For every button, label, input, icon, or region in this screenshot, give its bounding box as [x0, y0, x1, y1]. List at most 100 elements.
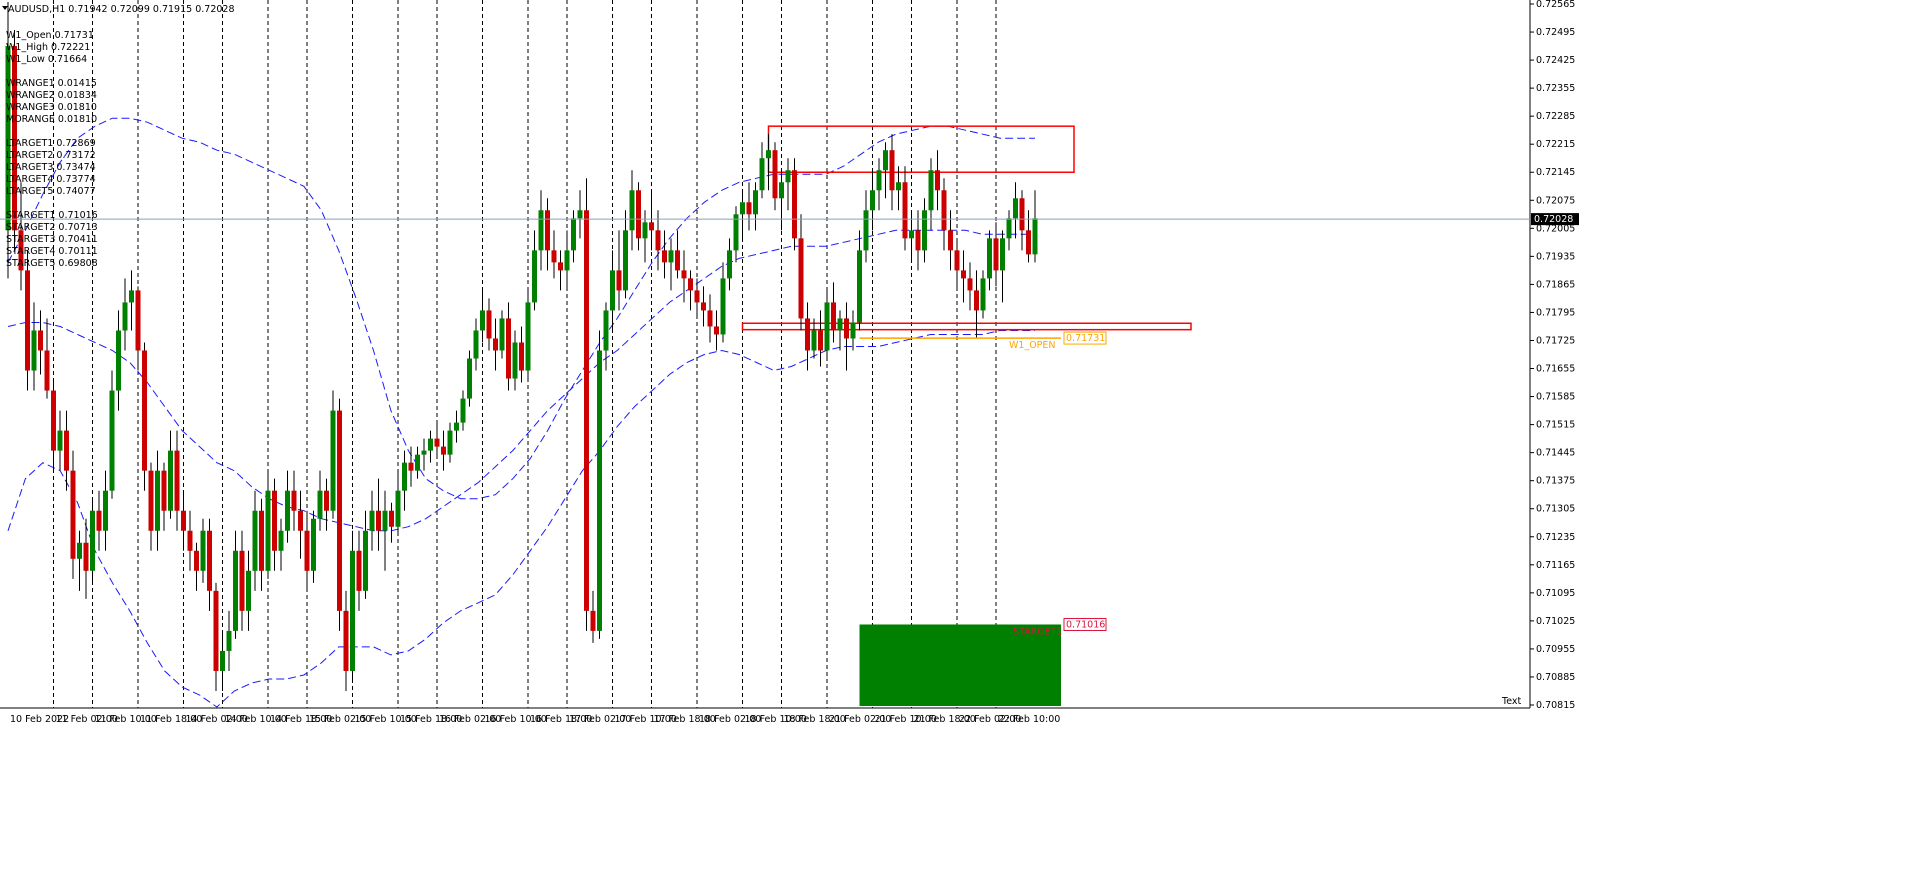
x-tick-label: 21 Feb 02:00 — [829, 714, 891, 725]
candle-body — [954, 250, 960, 271]
candle-body — [532, 250, 537, 303]
x-tick-label: 17 Feb 02:00 — [569, 714, 631, 725]
info-line: W1_Low 0.71664 — [6, 54, 87, 65]
candle-body — [636, 190, 641, 239]
x-tick-label: 16 Feb 18:00 — [530, 714, 592, 725]
candle-body — [395, 490, 401, 527]
candle-body — [681, 270, 687, 279]
candle-body — [545, 210, 550, 251]
bollinger-bands — [7, 117, 1035, 708]
candle-body — [57, 430, 63, 451]
corner-text: Text — [1501, 696, 1521, 707]
starget-price-box — [1063, 617, 1107, 631]
y-tick-label: 0.71795 — [1536, 307, 1575, 318]
candle-body — [649, 222, 654, 231]
candle-body — [441, 446, 446, 455]
candle-body — [272, 490, 277, 551]
candle-body — [915, 230, 921, 251]
y-tick-label: 0.72145 — [1536, 167, 1575, 178]
candle-body — [70, 470, 76, 559]
x-tick-label: 11 Feb 10:00 — [95, 714, 157, 725]
candle-body — [454, 422, 459, 431]
starget-price-label: 0.71016 — [1066, 619, 1105, 630]
candle-body — [558, 262, 563, 271]
candle-body — [564, 250, 570, 271]
candle-body — [129, 290, 134, 303]
y-tick-label: 0.71935 — [1536, 251, 1575, 262]
candle-body — [993, 238, 999, 271]
info-line: W1_High 0.72221 — [6, 42, 90, 53]
lower-demand-zone — [741, 322, 1192, 331]
info-line: WRANGE3 0.01810 — [6, 102, 97, 113]
candle-body — [714, 326, 719, 335]
y-tick-label: 0.72075 — [1536, 195, 1575, 206]
candle-body — [389, 510, 394, 527]
x-tick-label: 18 Feb 10:00 — [745, 714, 807, 725]
candle-body — [818, 330, 823, 351]
candle-body — [675, 250, 680, 271]
candle-body — [603, 310, 609, 351]
bollinger-upper-line — [7, 117, 1035, 500]
candle-body — [980, 278, 986, 311]
candle-body — [870, 190, 875, 211]
candle-body — [837, 318, 843, 331]
candles-layer — [5, 1, 1038, 691]
candle-body — [746, 202, 752, 215]
info-line: WRANGE2 0.01834 — [6, 90, 97, 101]
candle-body — [1006, 218, 1012, 239]
y-tick-label: 0.71445 — [1536, 448, 1575, 459]
y-tick-label: 0.71305 — [1536, 504, 1575, 515]
candle-body — [928, 170, 934, 211]
candle-body — [239, 550, 245, 611]
candle-body — [668, 250, 674, 263]
candle-body — [883, 150, 888, 171]
y-tick-label: 0.71585 — [1536, 392, 1575, 403]
candle-body — [64, 430, 69, 471]
info-panel: AUDUSD,H1 0.71942 0.72099 0.71915 0.7202… — [6, 4, 235, 269]
candle-body — [701, 302, 706, 311]
x-tick-label: 17 Feb 18:00 — [654, 714, 716, 725]
candle-body — [298, 510, 303, 531]
candle-body — [909, 230, 914, 239]
y-tick-label: 0.72355 — [1536, 83, 1575, 94]
candle-body — [428, 438, 433, 451]
current-price-tag — [1531, 213, 1579, 226]
candle-body — [577, 210, 583, 219]
info-line: STARGET1 0.71016 — [6, 210, 98, 221]
candle-body — [727, 250, 732, 279]
candle-body — [831, 302, 836, 331]
collapse-triangle-icon[interactable] — [2, 6, 8, 10]
starget-label: STARGET1 — [1013, 626, 1062, 637]
candle-body — [174, 450, 180, 511]
candle-body — [337, 410, 342, 611]
candle-body — [844, 318, 849, 339]
candle-body — [415, 454, 420, 471]
candle-body — [1000, 238, 1005, 271]
y-tick-label: 0.72215 — [1536, 139, 1575, 150]
candle-body — [350, 550, 355, 671]
candle-body — [51, 390, 56, 451]
candle-body — [220, 650, 225, 671]
candle-body — [694, 290, 700, 303]
candle-body — [974, 290, 979, 311]
candle-body — [850, 322, 856, 339]
w1-open-price-box — [1063, 331, 1107, 345]
plot-area[interactable] — [0, 0, 1530, 708]
x-tick-label: 15 Feb 10:00 — [355, 714, 417, 725]
candle-body — [343, 610, 349, 671]
candle-body — [330, 410, 336, 511]
candle-body — [863, 210, 869, 251]
candle-body — [590, 610, 596, 631]
candle-body — [584, 210, 589, 611]
candle-body — [5, 46, 11, 231]
x-tick-label: 16 Feb 10:00 — [485, 714, 547, 725]
candle-body — [662, 250, 667, 263]
candle-body — [857, 250, 862, 323]
candle-body — [382, 510, 388, 531]
candle-body — [200, 530, 206, 571]
candle-body — [766, 150, 771, 159]
info-line: MORANGE 0.01810 — [6, 114, 97, 125]
candle-body — [480, 310, 485, 331]
y-tick-label: 0.72495 — [1536, 27, 1575, 38]
